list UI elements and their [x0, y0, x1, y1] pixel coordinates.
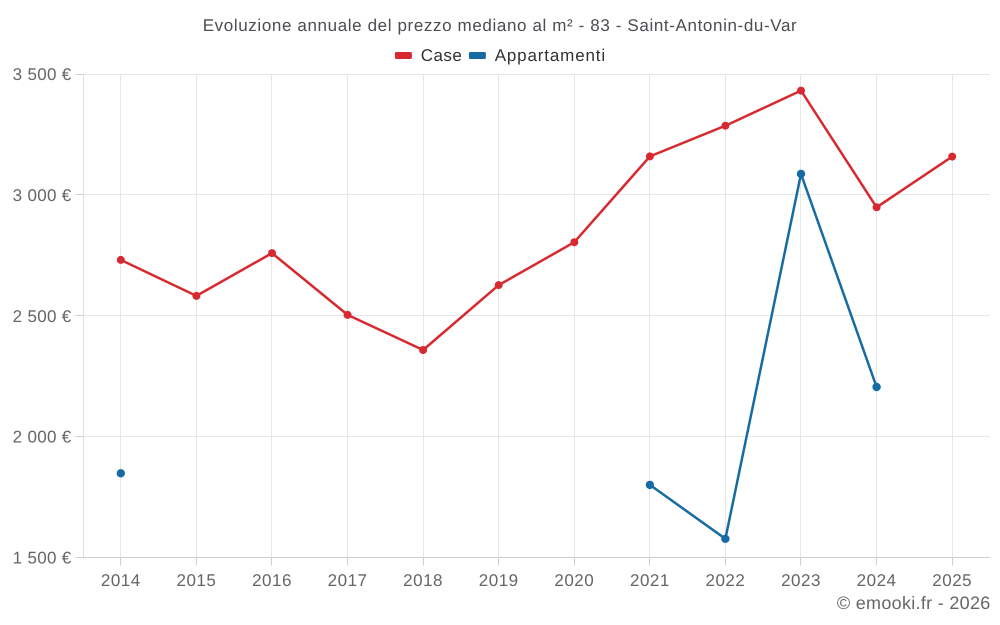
- svg-text:2019: 2019: [479, 571, 519, 590]
- svg-text:2023: 2023: [781, 571, 821, 590]
- svg-text:Case: Case: [421, 46, 463, 65]
- svg-text:Evoluzione annuale del prezzo: Evoluzione annuale del prezzo mediano al…: [203, 16, 798, 35]
- svg-text:2 500 €: 2 500 €: [13, 307, 72, 326]
- svg-text:2016: 2016: [252, 571, 292, 590]
- svg-text:1 500 €: 1 500 €: [13, 548, 72, 567]
- svg-text:2024: 2024: [857, 571, 897, 590]
- svg-text:3 000 €: 3 000 €: [13, 186, 72, 205]
- svg-text:2022: 2022: [705, 571, 745, 590]
- svg-text:2015: 2015: [176, 571, 216, 590]
- svg-text:2014: 2014: [101, 571, 141, 590]
- svg-text:2 000 €: 2 000 €: [13, 428, 72, 447]
- svg-text:3 500 €: 3 500 €: [13, 65, 72, 84]
- svg-text:2017: 2017: [328, 571, 368, 590]
- svg-text:Appartamenti: Appartamenti: [495, 46, 606, 65]
- svg-text:2025: 2025: [932, 571, 972, 590]
- svg-text:2021: 2021: [630, 571, 670, 590]
- svg-text:2018: 2018: [403, 571, 443, 590]
- svg-text:2020: 2020: [554, 571, 594, 590]
- svg-text:© emooki.fr - 2026: © emooki.fr - 2026: [837, 593, 991, 613]
